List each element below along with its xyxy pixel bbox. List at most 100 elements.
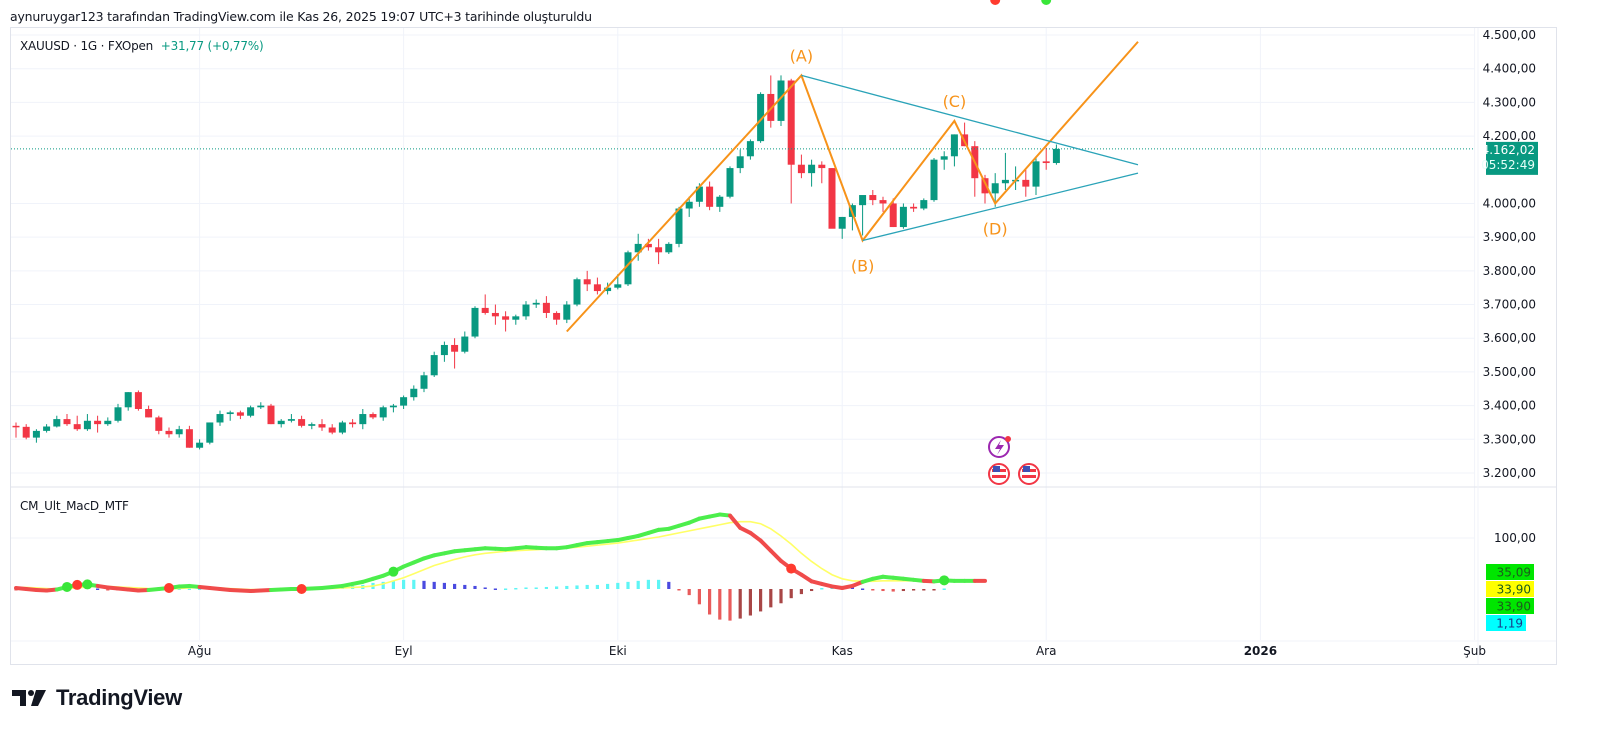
macd-cross-dot xyxy=(62,581,72,592)
time-tick-label: Eki xyxy=(609,644,627,658)
macd-histogram-bar xyxy=(463,584,467,589)
time-tick-label: Kas xyxy=(832,644,853,658)
flag-canton xyxy=(1023,466,1030,472)
macd-value-text: 33,90 xyxy=(1497,583,1531,597)
candle-body xyxy=(1022,179,1030,187)
pattern-label: (D) xyxy=(983,219,1008,238)
candle-body xyxy=(644,243,652,248)
candle-body xyxy=(940,156,948,160)
candle-body xyxy=(43,426,51,431)
macd-histogram-bar xyxy=(453,583,457,589)
macd-histogram-bar xyxy=(442,582,446,589)
candle-body xyxy=(298,419,306,426)
macd-histogram-bar xyxy=(636,580,640,589)
candle-body xyxy=(991,183,999,194)
candle-body xyxy=(655,247,663,253)
macd-cross-dot xyxy=(72,579,83,590)
macd-histogram-bar xyxy=(779,589,783,604)
candle-body xyxy=(542,302,550,313)
candle-body xyxy=(216,414,224,423)
candle-body xyxy=(359,414,367,425)
candle-body xyxy=(114,407,122,421)
macd-histogram-bar xyxy=(412,579,416,589)
price-tick-label: 3.900,00 xyxy=(1483,230,1536,244)
candle-body xyxy=(287,419,295,421)
candle-body xyxy=(461,336,469,352)
symbol-legend[interactable]: XAUUSD · 1G · FXOpen +31,77 (+0,77%) xyxy=(20,39,264,53)
macd-histogram-bar xyxy=(96,588,100,590)
candle-body xyxy=(328,427,336,433)
candle-body xyxy=(808,164,816,174)
candle-body xyxy=(757,93,765,142)
candle-body xyxy=(716,196,724,207)
candle-body xyxy=(104,420,112,425)
time-tick-label: Şub xyxy=(1463,644,1486,658)
candle-body xyxy=(746,141,754,157)
candle-body xyxy=(257,405,265,408)
macd-line-segment xyxy=(799,572,814,584)
candle-body xyxy=(349,422,357,425)
candle-body xyxy=(1032,161,1040,187)
price-tick-label: 3.400,00 xyxy=(1483,399,1536,413)
macd-cross-dot xyxy=(82,579,93,590)
macd-histogram-bar xyxy=(738,589,742,619)
price-tick-label: 3.500,00 xyxy=(1483,365,1536,379)
candle-body xyxy=(502,316,510,320)
macd-histogram-bar xyxy=(616,582,620,589)
candle-body xyxy=(277,420,285,425)
candle-body xyxy=(563,304,571,320)
candle-body xyxy=(787,80,795,165)
macd-histogram-bar xyxy=(769,589,773,608)
macd-histogram-bar xyxy=(646,579,650,589)
candle-body xyxy=(685,201,693,209)
candle-body xyxy=(532,302,540,305)
candle-body xyxy=(389,405,397,408)
candle-body xyxy=(899,206,907,228)
macd-histogram-bar xyxy=(493,588,497,590)
macd-value-badge xyxy=(1486,615,1526,631)
candle-body xyxy=(665,243,673,253)
candle-body xyxy=(777,80,785,121)
pattern-drawing: (A) (B) (C) (D) xyxy=(566,41,1139,333)
triangle-lower-line xyxy=(862,172,1139,242)
candle-body xyxy=(175,429,183,435)
candle-body xyxy=(206,422,214,443)
symbol-info: XAUUSD · 1G · FXOpen xyxy=(20,39,154,53)
flag-stripe xyxy=(1022,475,1036,478)
pattern-label: (C) xyxy=(943,92,967,111)
us-flag-event-icon[interactable] xyxy=(988,463,1010,485)
candle-body xyxy=(420,375,428,389)
price-tick-label: 4.200,00 xyxy=(1483,129,1536,143)
price-axis: 4.500,00 4.400,00 4.300,00 4.200,00 4.000,00… xyxy=(1481,28,1538,480)
candle-body xyxy=(94,420,102,425)
macd-axis-label: 100,00 xyxy=(1494,531,1536,545)
macd-histogram-bar xyxy=(381,581,385,589)
time-tick-label: Ara xyxy=(1036,644,1057,658)
candle-body xyxy=(134,392,142,409)
candle-body xyxy=(73,424,81,430)
lightning-event-icon[interactable] xyxy=(988,436,1011,458)
macd-histogram-bar xyxy=(555,586,559,589)
macd-histogram-bar xyxy=(667,581,671,589)
indicator-title[interactable]: CM_Ult_MacD_MTF xyxy=(20,499,129,513)
macd-histogram-bar xyxy=(565,585,569,589)
price-tick-label: 3.300,00 xyxy=(1483,432,1536,446)
candle-body xyxy=(379,407,387,418)
time-axis: Ağu Eyl Eki Kas Ara 2026 Şub xyxy=(188,644,1486,658)
macd-line-segment xyxy=(768,548,783,563)
candle-body xyxy=(1001,179,1009,184)
macd-histogram-bar xyxy=(483,587,487,589)
candle-body xyxy=(981,178,989,194)
macd-histogram-bar xyxy=(728,589,732,621)
candle-body xyxy=(593,284,601,292)
time-tick-label: Eyl xyxy=(395,644,413,658)
us-flag-event-icon[interactable] xyxy=(1018,463,1040,485)
macd-histogram-bar xyxy=(759,589,763,612)
notification-dot xyxy=(1005,436,1011,442)
pattern-label: (B) xyxy=(851,257,874,276)
candle-body xyxy=(624,252,632,285)
macd-histogram-bar xyxy=(708,589,712,615)
macd-value-badge xyxy=(1486,598,1534,614)
candle-body xyxy=(879,200,887,204)
